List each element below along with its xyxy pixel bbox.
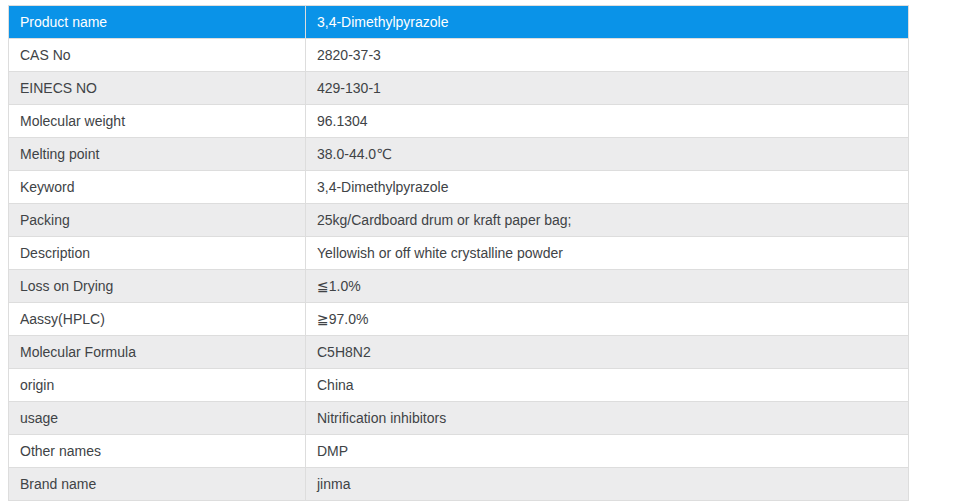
- header-value-cell: 3,4-Dimethylpyrazole: [306, 6, 909, 39]
- spec-label-cell: Molecular Formula: [9, 336, 306, 369]
- spec-label-cell: Molecular weight: [9, 105, 306, 138]
- spec-label-cell: origin: [9, 369, 306, 402]
- spec-value-cell: Nitrification inhibitors: [306, 402, 909, 435]
- spec-label-cell: Melting point: [9, 138, 306, 171]
- table-row: Other names DMP: [9, 435, 909, 468]
- table-row: usage Nitrification inhibitors: [9, 402, 909, 435]
- spec-label-cell: Keyword: [9, 171, 306, 204]
- spec-value-cell: ≧97.0%: [306, 303, 909, 336]
- spec-label-cell: Description: [9, 237, 306, 270]
- table-row: Molecular Formula C5H8N2: [9, 336, 909, 369]
- spec-value-cell: DMP: [306, 435, 909, 468]
- spec-value-cell: 3,4-Dimethylpyrazole: [306, 171, 909, 204]
- spec-value-cell: Yellowish or off white crystalline powde…: [306, 237, 909, 270]
- table-row: EINECS NO 429-130-1: [9, 72, 909, 105]
- table-row: origin China: [9, 369, 909, 402]
- spec-label-cell: Aassy(HPLC): [9, 303, 306, 336]
- table-row: Packing 25kg/Cardboard drum or kraft pap…: [9, 204, 909, 237]
- table-row: Melting point 38.0-44.0℃: [9, 138, 909, 171]
- spec-value-cell: ≦1.0%: [306, 270, 909, 303]
- spec-value-cell: C5H8N2: [306, 336, 909, 369]
- spec-value-cell: 2820-37-3: [306, 39, 909, 72]
- spec-label-cell: CAS No: [9, 39, 306, 72]
- table-header: Product name 3,4-Dimethylpyrazole: [9, 6, 909, 39]
- header-label-cell: Product name: [9, 6, 306, 39]
- spec-label-cell: EINECS NO: [9, 72, 306, 105]
- header-row: Product name 3,4-Dimethylpyrazole: [9, 6, 909, 39]
- spec-label-cell: Other names: [9, 435, 306, 468]
- table-row: Aassy(HPLC) ≧97.0%: [9, 303, 909, 336]
- spec-label-cell: Packing: [9, 204, 306, 237]
- table-row: Description Yellowish or off white cryst…: [9, 237, 909, 270]
- spec-value-cell: China: [306, 369, 909, 402]
- spec-label-cell: usage: [9, 402, 306, 435]
- spec-value-cell: jinma: [306, 468, 909, 501]
- table-row: Molecular weight 96.1304: [9, 105, 909, 138]
- table-row: CAS No 2820-37-3: [9, 39, 909, 72]
- table-row: Keyword 3,4-Dimethylpyrazole: [9, 171, 909, 204]
- spec-value-cell: 38.0-44.0℃: [306, 138, 909, 171]
- table-body: CAS No 2820-37-3 EINECS NO 429-130-1 Mol…: [9, 39, 909, 501]
- spec-value-cell: 429-130-1: [306, 72, 909, 105]
- table-row: Brand name jinma: [9, 468, 909, 501]
- spec-label-cell: Brand name: [9, 468, 306, 501]
- product-spec-table: Product name 3,4-Dimethylpyrazole CAS No…: [8, 5, 909, 501]
- spec-value-cell: 25kg/Cardboard drum or kraft paper bag;: [306, 204, 909, 237]
- spec-value-cell: 96.1304: [306, 105, 909, 138]
- spec-label-cell: Loss on Drying: [9, 270, 306, 303]
- table-row: Loss on Drying ≦1.0%: [9, 270, 909, 303]
